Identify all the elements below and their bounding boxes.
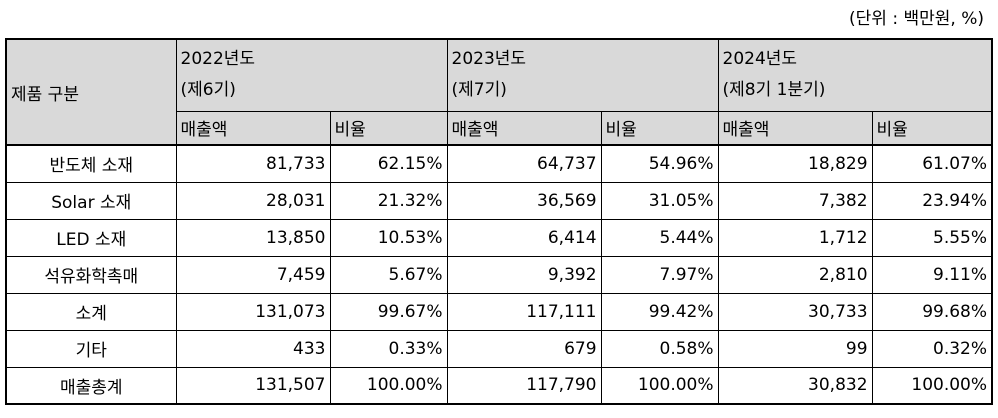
cell-value: 100.00% <box>600 366 719 405</box>
cell-value: 21.32% <box>329 181 448 220</box>
ratio-header: 비율 <box>329 110 448 146</box>
cell-value: 5.44% <box>600 218 719 257</box>
cell-value: 433 <box>175 329 331 368</box>
period-header-2024: 2024년도 (제8기 1분기) <box>717 38 994 112</box>
sales-header: 매출액 <box>717 110 873 146</box>
cell-value: 99.67% <box>329 292 448 331</box>
cell-value: 13,850 <box>175 218 331 257</box>
table-row: 매출총계 131,507 100.00% 117,790 100.00% 30,… <box>5 366 994 405</box>
cell-value: 10.53% <box>329 218 448 257</box>
row-category: 기타 <box>5 329 177 368</box>
cell-value: 0.32% <box>871 329 994 368</box>
cell-value: 30,832 <box>717 366 873 405</box>
table-row: 반도체 소재 81,733 62.15% 64,737 54.96% 18,82… <box>5 144 994 183</box>
period-header-2023: 2023년도 (제7기) <box>446 38 719 112</box>
period-year: 2023년도 <box>451 49 527 70</box>
cell-value: 99 <box>717 329 873 368</box>
table-row: 소계 131,073 99.67% 117,111 99.42% 30,733 … <box>5 292 994 331</box>
cell-value: 7.97% <box>600 255 719 294</box>
sales-table: 제품 구분 2022년도 (제6기) 2023년도 (제7기) 2024년도 (… <box>5 38 994 405</box>
row-category: 매출총계 <box>5 366 177 405</box>
cell-value: 6,414 <box>446 218 602 257</box>
period-year: 2022년도 <box>180 49 256 70</box>
unit-label: (단위 : 백만원, %) <box>849 9 984 29</box>
cell-value: 31.05% <box>600 181 719 220</box>
cell-value: 7,459 <box>175 255 331 294</box>
table-row: 석유화학촉매 7,459 5.67% 9,392 7.97% 2,810 9.1… <box>5 255 994 294</box>
cell-value: 28,031 <box>175 181 331 220</box>
cell-value: 0.33% <box>329 329 448 368</box>
cell-value: 23.94% <box>871 181 994 220</box>
period-year: 2024년도 <box>722 49 798 70</box>
cell-value: 5.67% <box>329 255 448 294</box>
row-category: 소계 <box>5 292 177 331</box>
cell-value: 679 <box>446 329 602 368</box>
cell-value: 7,382 <box>717 181 873 220</box>
cell-value: 64,737 <box>446 144 602 183</box>
cell-value: 61.07% <box>871 144 994 183</box>
cell-value: 9,392 <box>446 255 602 294</box>
cell-value: 117,790 <box>446 366 602 405</box>
cell-value: 99.68% <box>871 292 994 331</box>
cell-value: 9.11% <box>871 255 994 294</box>
period-term: (제7기) <box>451 80 507 101</box>
cell-value: 62.15% <box>329 144 448 183</box>
row-category: LED 소재 <box>5 218 177 257</box>
table-row: 기타 433 0.33% 679 0.58% 99 0.32% <box>5 329 994 368</box>
table-row: LED 소재 13,850 10.53% 6,414 5.44% 1,712 5… <box>5 218 994 257</box>
cell-value: 100.00% <box>329 366 448 405</box>
cell-value: 117,111 <box>446 292 602 331</box>
cell-value: 0.58% <box>600 329 719 368</box>
cell-value: 18,829 <box>717 144 873 183</box>
row-category: 반도체 소재 <box>5 144 177 183</box>
sales-header: 매출액 <box>446 110 602 146</box>
cell-value: 54.96% <box>600 144 719 183</box>
cell-value: 131,073 <box>175 292 331 331</box>
cell-value: 2,810 <box>717 255 873 294</box>
cell-value: 100.00% <box>871 366 994 405</box>
period-header-2022: 2022년도 (제6기) <box>175 38 448 112</box>
cell-value: 1,712 <box>717 218 873 257</box>
row-category: Solar 소재 <box>5 181 177 220</box>
period-term: (제8기 1분기) <box>722 80 826 101</box>
cell-value: 30,733 <box>717 292 873 331</box>
cell-value: 131,507 <box>175 366 331 405</box>
category-header: 제품 구분 <box>5 38 177 146</box>
cell-value: 36,569 <box>446 181 602 220</box>
ratio-header: 비율 <box>600 110 719 146</box>
ratio-header: 비율 <box>871 110 994 146</box>
period-term: (제6기) <box>180 80 236 101</box>
row-category: 석유화학촉매 <box>5 255 177 294</box>
cell-value: 81,733 <box>175 144 331 183</box>
sales-header: 매출액 <box>175 110 331 146</box>
table-row: Solar 소재 28,031 21.32% 36,569 31.05% 7,3… <box>5 181 994 220</box>
cell-value: 5.55% <box>871 218 994 257</box>
cell-value: 99.42% <box>600 292 719 331</box>
